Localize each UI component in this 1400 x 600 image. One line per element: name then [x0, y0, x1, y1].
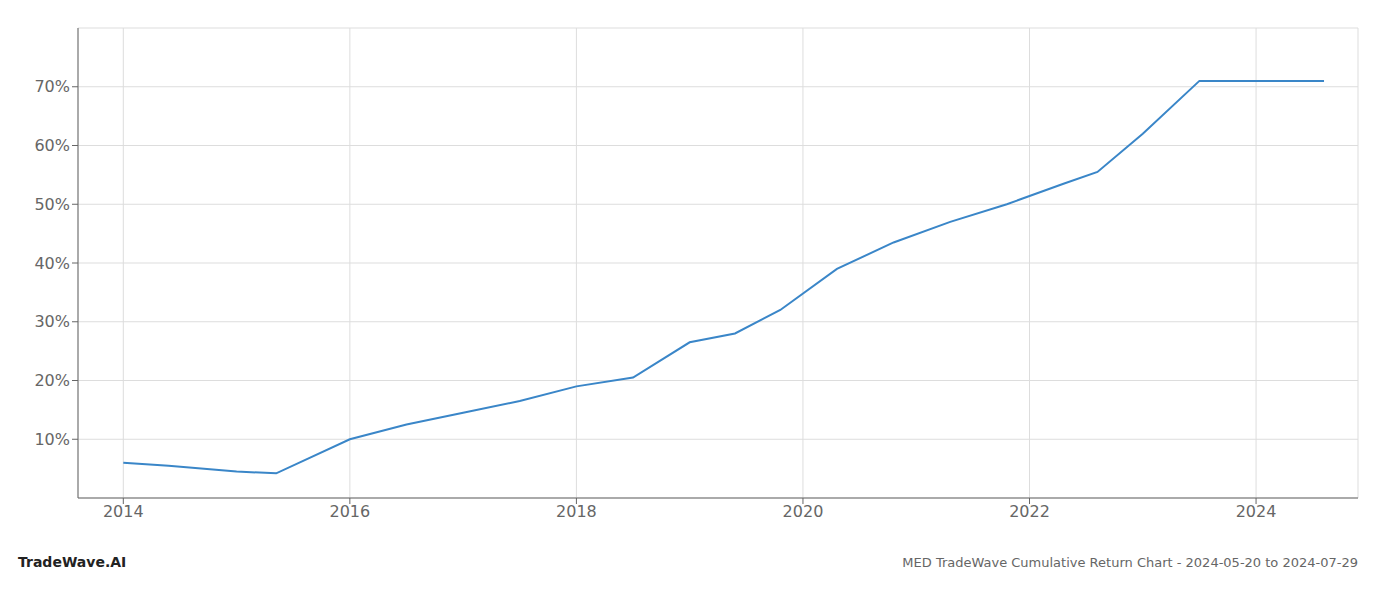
svg-text:30%: 30%: [34, 312, 70, 331]
svg-text:2020: 2020: [783, 502, 824, 521]
svg-text:60%: 60%: [34, 136, 70, 155]
svg-text:70%: 70%: [34, 77, 70, 96]
svg-text:2014: 2014: [103, 502, 144, 521]
svg-text:2016: 2016: [329, 502, 370, 521]
html-text:TradeWave.AI: TradeWave.AI: [18, 554, 127, 570]
html-text:MED TradeWave Cumulative Retur: MED TradeWave Cumulative Return Chart - …: [902, 555, 1358, 570]
svg-text:20%: 20%: [34, 371, 70, 390]
svg-text:2022: 2022: [1009, 502, 1050, 521]
svg-text:2024: 2024: [1236, 502, 1277, 521]
svg-text:50%: 50%: [34, 195, 70, 214]
svg-text:10%: 10%: [34, 430, 70, 449]
svg-text:40%: 40%: [34, 254, 70, 273]
svg-text:2018: 2018: [556, 502, 597, 521]
